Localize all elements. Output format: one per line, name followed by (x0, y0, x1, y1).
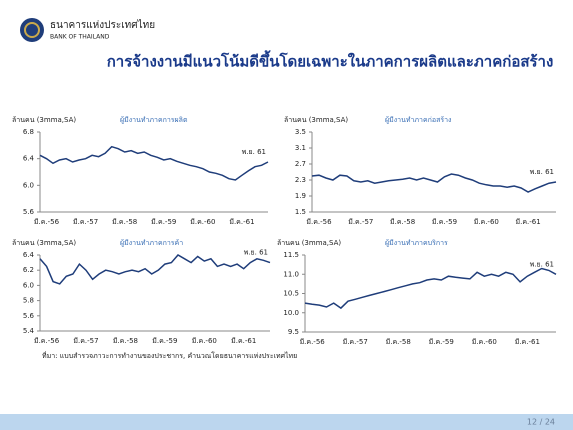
series-name: ผู้มีงานทำภาคการผลิต (120, 116, 188, 124)
x-tick-label: มี.ค.-60 (474, 218, 499, 226)
logo (20, 18, 44, 42)
y-axis-label: ล้านคน (3mma,SA) (12, 239, 76, 247)
x-tick-label: มี.ค.-58 (113, 337, 138, 345)
x-tick-label: มี.ค.-56 (300, 338, 326, 346)
x-tick-label: มี.ค.-58 (390, 218, 415, 226)
y-tick-label: 5.4 (23, 327, 35, 335)
x-tick-label: มี.ค.-56 (306, 218, 332, 226)
series-line (39, 254, 271, 285)
x-tick-label: มี.ค.-59 (152, 337, 177, 345)
x-tick-label: มี.ค.-58 (386, 338, 411, 346)
y-tick-label: 5.6 (23, 208, 35, 216)
x-tick-label: มี.ค.-56 (34, 337, 60, 345)
y-tick-label: 6.0 (23, 281, 34, 289)
series-line (311, 173, 557, 193)
annotation: พ.ย. 61 (530, 260, 554, 268)
bank-name-en: BANK OF THAILAND (50, 34, 110, 41)
x-tick-label: มี.ค.-57 (343, 338, 368, 346)
y-tick-label: 5.6 (23, 312, 35, 320)
x-tick-label: มี.ค.-57 (73, 218, 98, 226)
y-tick-label: 6.0 (23, 181, 34, 189)
y-tick-label: 10.0 (283, 309, 299, 317)
y-tick-label: 11.0 (283, 270, 299, 278)
y-axis-label: ล้านคน (3mma,SA) (284, 116, 348, 124)
y-tick-label: 10.5 (283, 290, 299, 298)
series-name: ผู้มีงานทำภาคการค้า (120, 239, 183, 247)
bank-name-th: ธนาคารแห่งประเทศไทย (50, 19, 155, 31)
y-tick-label: 6.2 (23, 266, 34, 274)
x-tick-label: มี.ค.-57 (348, 218, 373, 226)
x-tick-label: มี.ค.-58 (112, 218, 137, 226)
annotation: พ.ย. 61 (242, 148, 266, 156)
y-tick-label: 2.7 (295, 160, 306, 168)
series-line (304, 267, 557, 310)
x-tick-label: มี.ค.-60 (190, 218, 215, 226)
x-tick-label: มี.ค.-60 (472, 338, 497, 346)
x-tick-label: มี.ค.-61 (231, 337, 256, 345)
y-tick-label: 9.5 (288, 328, 299, 336)
x-tick-label: มี.ค.-61 (515, 338, 540, 346)
y-axis-label: ล้านคน (3mma,SA) (277, 239, 341, 247)
y-tick-label: 3.1 (295, 144, 306, 152)
annotation: พ.ย. 61 (244, 249, 268, 257)
annotation: พ.ย. 61 (530, 168, 554, 176)
y-tick-label: 1.9 (295, 192, 306, 200)
x-tick-label: มี.ค.-61 (229, 218, 254, 226)
series-line (39, 145, 269, 181)
x-tick-label: มี.ค.-56 (34, 218, 60, 226)
y-tick-label: 3.5 (295, 128, 306, 136)
footer-bar (0, 414, 573, 430)
x-tick-label: มี.ค.-61 (516, 218, 541, 226)
y-tick-label: 2.3 (295, 176, 306, 184)
y-tick-label: 6.4 (23, 155, 35, 163)
y-axis-label: ล้านคน (3mma,SA) (12, 116, 76, 124)
y-tick-label: 1.5 (295, 208, 306, 216)
x-tick-label: มี.ค.-59 (432, 218, 457, 226)
y-tick-label: 5.8 (23, 297, 34, 305)
y-tick-label: 6.8 (23, 128, 34, 136)
page-number: 12 / 24 (527, 418, 555, 427)
series-name: ผู้มีงานทำภาคบริการ (385, 239, 448, 247)
source-note: ที่มา: แบบสำรวจภาวะการทำงานของประชากร, ค… (42, 351, 297, 360)
logo-ring (24, 22, 40, 38)
y-tick-label: 6.4 (23, 251, 35, 259)
x-tick-label: มี.ค.-59 (429, 338, 454, 346)
slide-title: การจ้างงานมีแนวโน้มดีขึ้นโดยเฉพาะในภาคกา… (107, 50, 554, 71)
x-tick-label: มี.ค.-57 (73, 337, 98, 345)
series-name: ผู้มีงานทำภาคก่อสร้าง (385, 116, 451, 124)
y-tick-label: 11.5 (283, 251, 299, 259)
x-tick-label: มี.ค.-60 (192, 337, 217, 345)
x-tick-label: มี.ค.-59 (151, 218, 176, 226)
